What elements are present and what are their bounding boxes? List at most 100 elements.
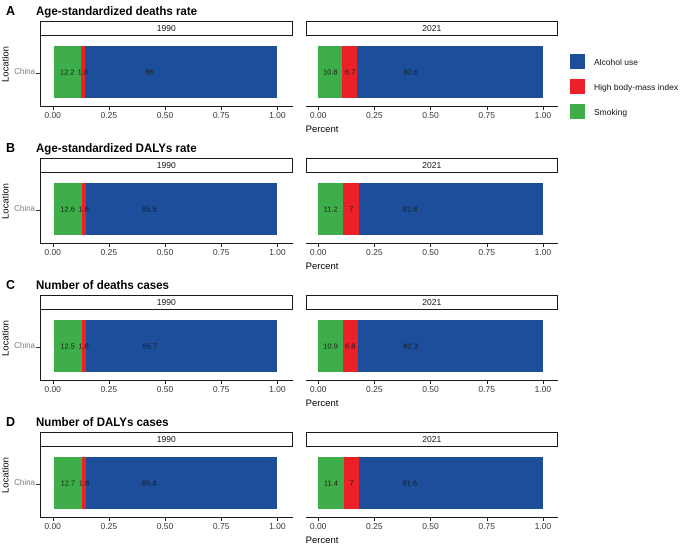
x-tick-mark	[486, 518, 488, 522]
bar-value-label: 81.8	[402, 204, 418, 214]
x-tick-label: 0.00	[309, 247, 327, 258]
panel-header: A Age-standardized deaths rate	[0, 0, 680, 21]
x-tick-label: 1.00	[269, 521, 286, 532]
facet-strip-label: 1990	[156, 160, 176, 171]
panel-header: B Age-standardized DALYs rate	[0, 137, 680, 158]
legend-column	[558, 295, 680, 395]
x-tick-label: 0.75	[212, 247, 230, 258]
x-tick-mark	[277, 381, 279, 385]
plot-area: 11.4 7 81.6	[306, 447, 559, 517]
x-tick-label: 0.50	[422, 110, 439, 121]
plot-area: 12.5 1.8 85.7	[40, 309, 293, 381]
x-tick-mark	[52, 518, 54, 522]
panel-letter: C	[6, 278, 16, 292]
x-axis-title: Percent	[305, 261, 339, 272]
facet-strip: 2021	[305, 295, 558, 310]
panel-title: Number of deaths cases	[36, 280, 169, 292]
bar-segment-high-bmi	[343, 182, 359, 235]
x-tick-label: 0.75	[212, 384, 230, 395]
panel-d: D Number of DALYs cases Location China 1…	[0, 411, 680, 548]
legend-label: Smoking	[594, 106, 628, 117]
x-tick-label: 0.75	[212, 521, 230, 532]
x-tick-label: 0.25	[100, 247, 118, 258]
x-tick-mark	[108, 381, 110, 385]
y-axis-title-column: Location	[0, 158, 12, 258]
facet-strip-label: 1990	[156, 23, 176, 34]
x-axis-title-row: Percent	[40, 121, 558, 135]
panel-body: Location China 1990 12.7 1.8	[0, 432, 680, 532]
bar-value-label: 82.3	[403, 341, 419, 351]
x-tick-mark	[318, 107, 320, 111]
x-tick-mark	[542, 244, 544, 248]
plot-area: 10.8 6.7 82.6	[306, 36, 559, 106]
bar-value-label: 12.2	[59, 67, 75, 77]
x-tick-label: 0.50	[422, 247, 439, 258]
facet-strip-label: 1990	[156, 297, 176, 308]
stacked-bar: 11.2 7 81.8	[318, 182, 543, 235]
x-tick-label: 1.00	[534, 521, 552, 532]
bar-value-label: 85.7	[142, 341, 157, 351]
bar-segment-smoking	[53, 319, 82, 372]
legend-column	[558, 158, 680, 258]
bar-value-label: 82.6	[403, 67, 419, 77]
x-tick-mark	[430, 107, 432, 111]
bar-value-label: 12.5	[60, 341, 75, 351]
legend-item-smoking: Smoking	[570, 104, 678, 119]
x-tick-label: 0.50	[156, 384, 174, 395]
y-tick-mark	[36, 73, 40, 74]
bar-value-label: 85.5	[142, 204, 157, 214]
bar-segment-high-bmi	[81, 456, 86, 509]
y-tick-label: China	[14, 204, 35, 213]
bar-value-label: 6.8	[345, 341, 356, 351]
x-axis: 0.00 0.25 0.50 0.75 1.00	[40, 243, 293, 258]
y-axis-title: Location	[0, 457, 12, 493]
facet-strip-label: 2021	[422, 160, 442, 171]
x-tick-mark	[542, 518, 544, 522]
panel-letter: D	[6, 415, 16, 429]
x-tick-mark	[430, 244, 432, 248]
x-axis-title-row: Percent	[40, 395, 558, 409]
y-tick-column: China	[12, 295, 40, 395]
facet-strip: 1990	[40, 432, 293, 447]
bar-segment-alcohol	[357, 319, 543, 372]
legend: Alcohol use High body-mass index Smoking	[570, 54, 678, 119]
x-axis-title: Percent	[305, 535, 339, 546]
x-tick-label: 0.00	[309, 110, 327, 121]
x-tick-mark	[164, 518, 166, 522]
x-tick-label: 0.75	[212, 110, 230, 121]
plot-area: 11.2 7 81.8	[306, 173, 559, 243]
panel-a: A Age-standardized deaths rate Location …	[0, 0, 680, 137]
bar-value-label: 1.8	[77, 67, 89, 77]
bar-value-label: 86	[145, 67, 154, 77]
facet-2021: 2021 11.2 7 81.8 0.00 0.25 0.50 0.75 1.00	[305, 158, 559, 258]
facet-strip-label: 2021	[422, 297, 442, 308]
bar-segment-smoking	[53, 182, 82, 235]
legend-column: Alcohol use High body-mass index Smoking	[558, 21, 680, 121]
x-tick-label: 0.75	[478, 521, 495, 532]
y-tick-column: China	[12, 21, 40, 121]
bar-segment-alcohol	[84, 45, 278, 98]
bar-value-label: 7	[349, 478, 354, 488]
x-tick-label: 0.75	[478, 110, 495, 121]
x-tick-label: 0.00	[309, 384, 327, 395]
y-axis-title: Location	[0, 320, 12, 356]
facet-2021: 2021 11.4 7 81.6 0.00 0.25 0.50 0.75 1.00	[305, 432, 559, 532]
facet-1990: 1990 12.7 1.8 85.4 0.00 0.25 0.50 0.75 1.00	[40, 432, 293, 532]
facet-row: 1990 12.2 1.8 86 0.00 0.25 0.50 0.75 1.00	[40, 21, 558, 121]
x-tick-label: 0.50	[156, 110, 174, 121]
facet-strip: 1990	[40, 295, 293, 310]
y-axis-title: Location	[0, 46, 12, 82]
stacked-bar: 11.4 7 81.6	[318, 456, 543, 509]
x-axis: 0.00 0.25 0.50 0.75 1.00	[305, 243, 558, 258]
x-tick-label: 1.00	[269, 110, 286, 121]
facet-strip: 2021	[305, 21, 558, 36]
x-tick-mark	[542, 381, 544, 385]
plot-area: 12.2 1.8 86	[40, 35, 293, 107]
bar-value-label: 6.7	[344, 67, 356, 77]
bar-value-label: 1.8	[78, 204, 89, 214]
bar-segment-smoking	[318, 182, 344, 235]
facet-strip: 2021	[305, 432, 558, 447]
stacked-bar: 12.7 1.8 85.4	[53, 456, 278, 509]
x-tick-mark	[318, 244, 320, 248]
facet-strip: 1990	[40, 158, 293, 173]
